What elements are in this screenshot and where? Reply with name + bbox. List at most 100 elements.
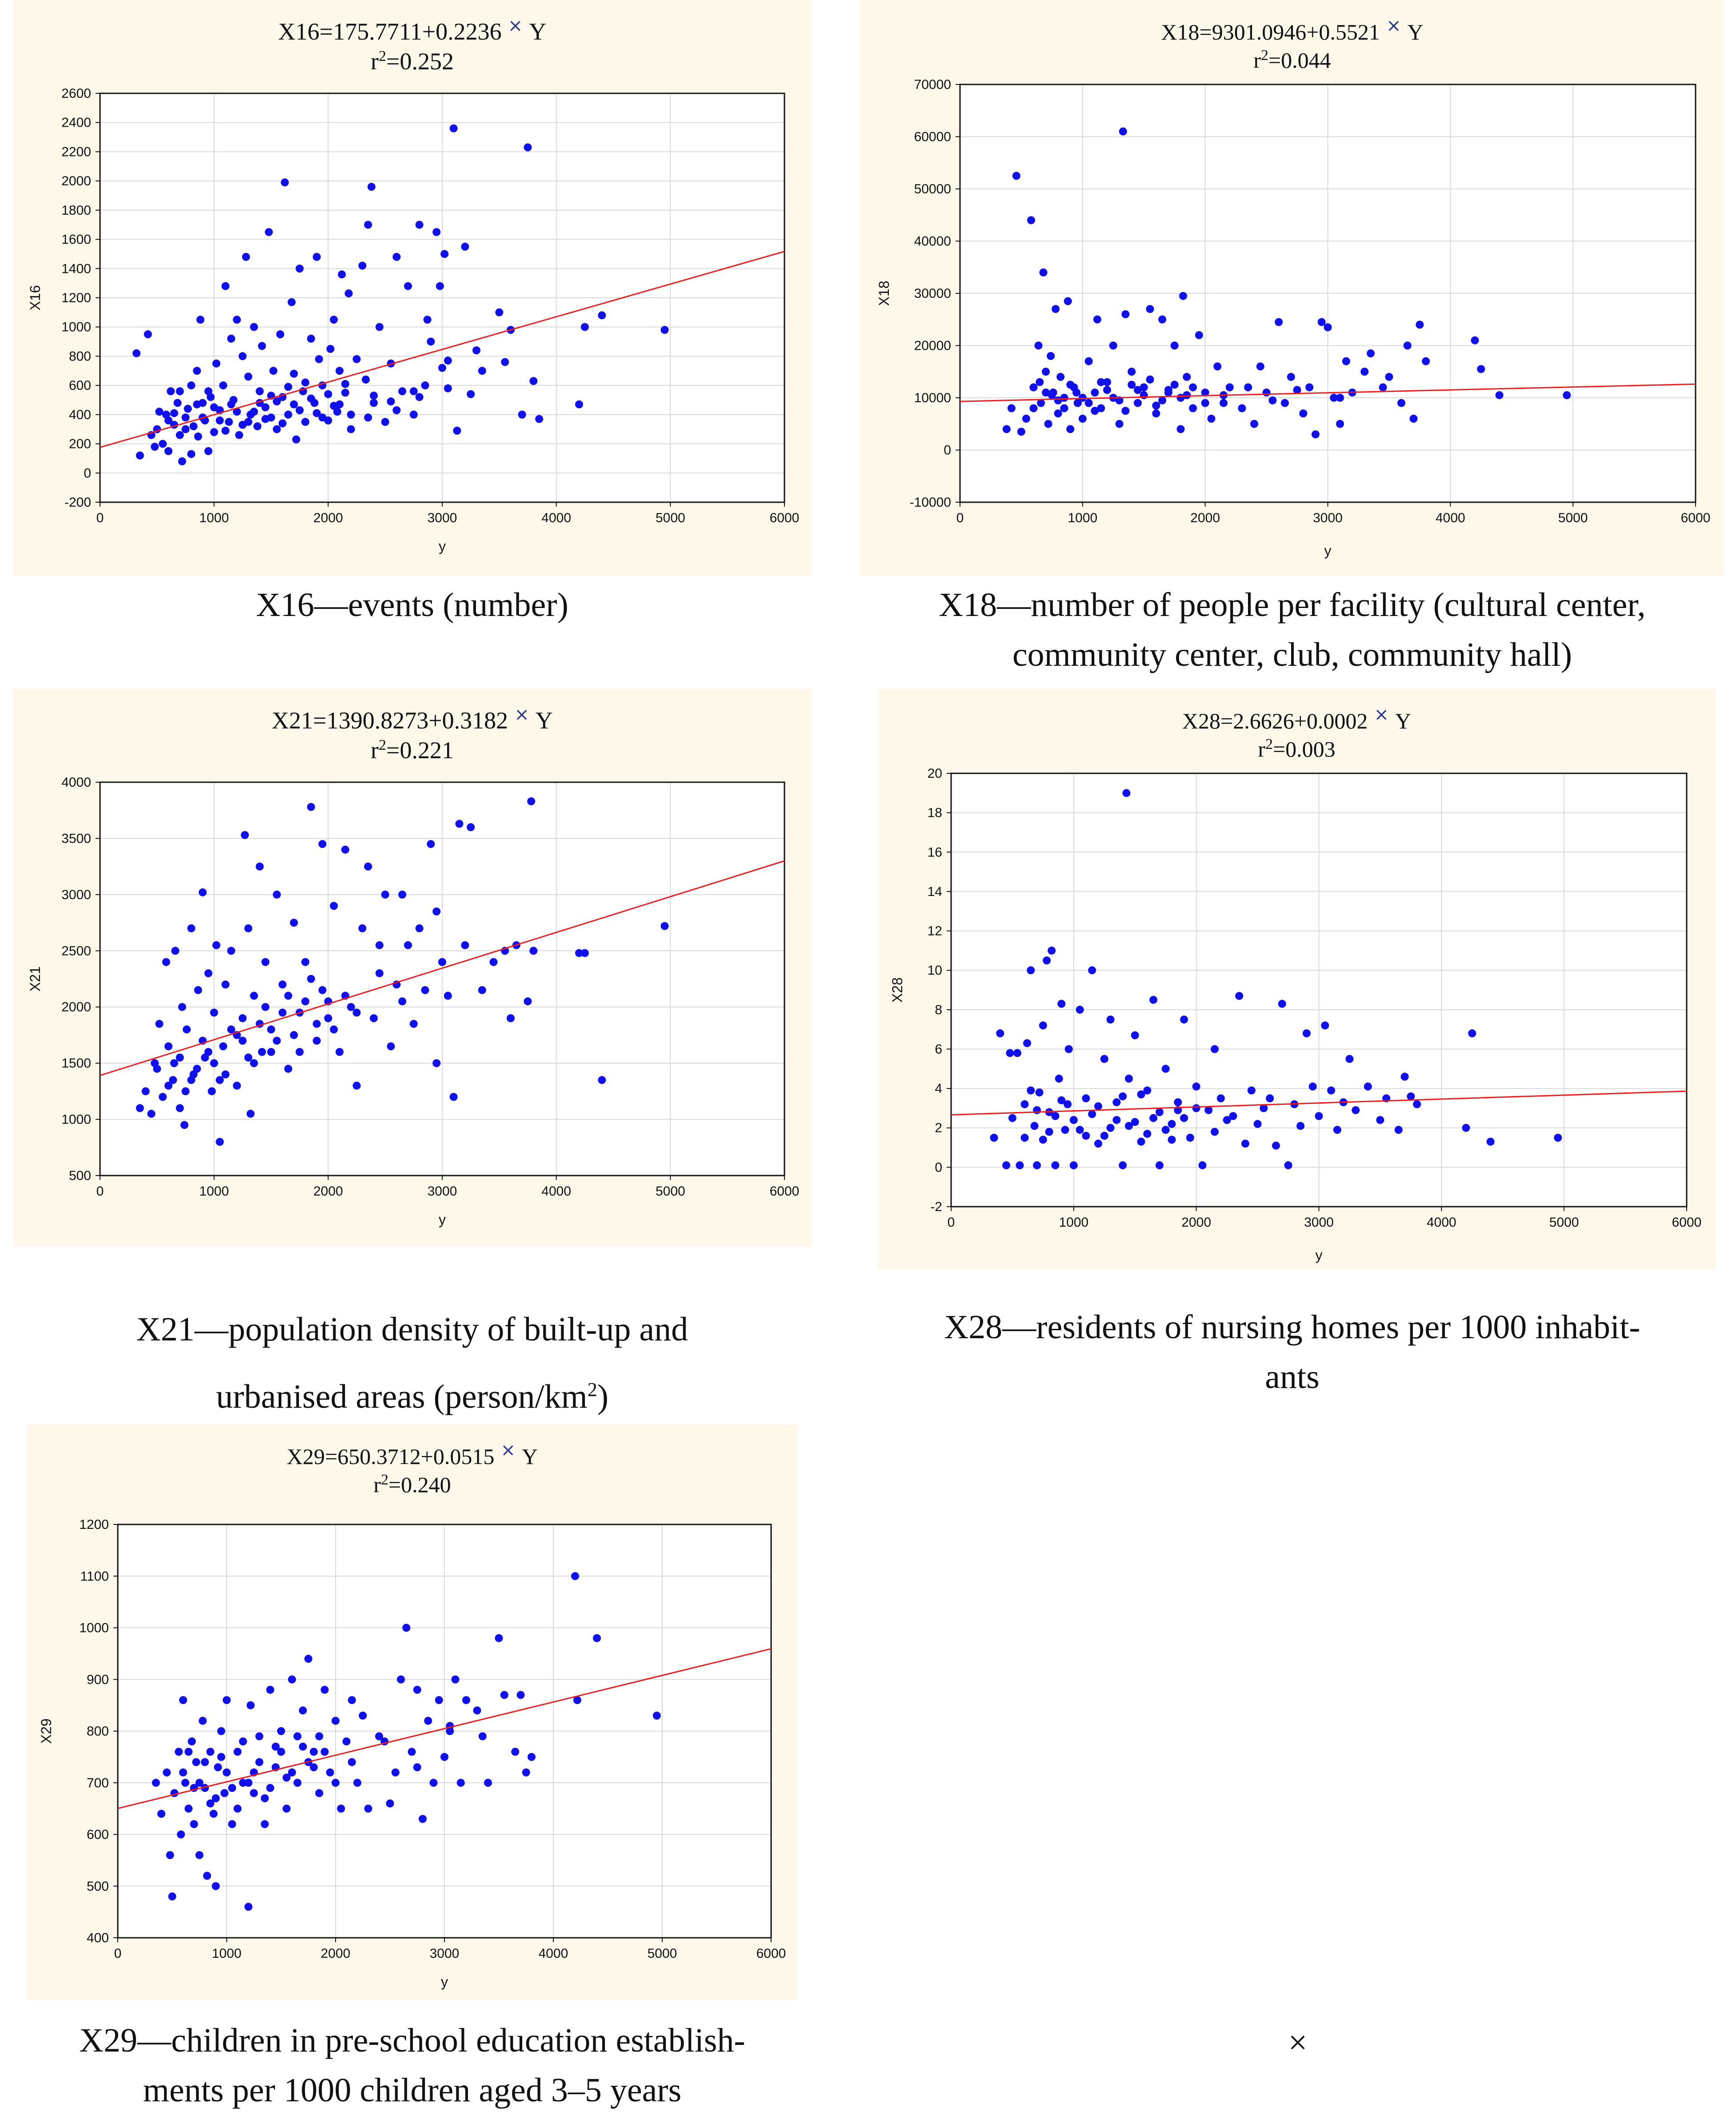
data-point — [1299, 409, 1308, 418]
data-point — [296, 406, 304, 414]
data-point — [1045, 1128, 1053, 1136]
y-tick-label: 50000 — [914, 182, 951, 196]
y-tick-label: 600 — [69, 378, 91, 393]
data-point — [244, 1053, 252, 1062]
data-point — [1400, 1072, 1409, 1081]
data-point — [239, 1737, 247, 1746]
y-axis-label: X29 — [38, 1719, 54, 1744]
data-point — [1158, 396, 1167, 404]
data-point — [1002, 1161, 1011, 1169]
data-point — [1119, 1161, 1127, 1169]
data-point — [332, 1716, 340, 1725]
data-point — [1103, 378, 1111, 386]
data-point — [1060, 404, 1068, 412]
data-point — [310, 1748, 318, 1756]
data-point — [272, 1742, 280, 1751]
data-point — [415, 393, 424, 401]
data-point — [1030, 1122, 1039, 1130]
data-point — [1051, 1112, 1060, 1120]
data-point — [1112, 1098, 1121, 1107]
y-tick-label: 500 — [69, 1168, 91, 1183]
y-axis-label: X16 — [27, 285, 43, 311]
data-point — [264, 228, 273, 236]
x-tick-label: 0 — [96, 511, 104, 525]
y-tick-label: -200 — [64, 495, 91, 510]
data-point — [1042, 368, 1050, 376]
data-point — [233, 1804, 242, 1813]
data-point — [467, 390, 475, 398]
data-point — [1554, 1133, 1562, 1142]
data-point — [184, 404, 192, 413]
data-point — [1149, 1114, 1158, 1122]
data-point — [1471, 336, 1479, 344]
data-point — [1106, 1124, 1115, 1132]
data-point — [358, 924, 367, 932]
data-point — [342, 1737, 351, 1746]
data-point — [1192, 1104, 1200, 1112]
data-point — [1033, 1161, 1041, 1169]
data-point — [1122, 789, 1131, 797]
chart-panel-x18: X18=9301.0946+0.5521 × Y r2=0.044 0 1000 200… — [860, 0, 1724, 576]
y-tick-label: 30000 — [914, 286, 951, 301]
data-point — [296, 264, 304, 273]
data-point — [402, 1624, 411, 1632]
data-point — [261, 415, 270, 423]
data-point — [1364, 1082, 1372, 1091]
data-point — [1078, 415, 1087, 423]
y-tick-label: 700 — [87, 1776, 109, 1790]
data-point — [170, 409, 178, 417]
data-point — [456, 1779, 465, 1787]
data-point — [1152, 409, 1160, 418]
data-point — [214, 1763, 222, 1772]
data-point — [320, 1686, 329, 1694]
data-point — [1563, 391, 1571, 400]
data-point — [413, 1686, 421, 1694]
x-tick-label: 1000 — [199, 1184, 229, 1199]
data-point — [196, 316, 204, 324]
data-point — [438, 364, 446, 372]
x-tick-label: 5000 — [656, 511, 685, 525]
data-point — [244, 1779, 252, 1787]
data-point — [178, 1003, 186, 1011]
data-layer — [100, 797, 784, 1146]
data-point — [429, 1779, 438, 1787]
data-point — [1336, 420, 1344, 428]
scatter-plot-x29: 0 1000 2000 3000 4000 5000 6000 400 500 600 700 800… — [38, 1517, 786, 1990]
data-point — [1170, 341, 1179, 350]
data-point — [358, 261, 367, 270]
data-point — [255, 1758, 264, 1766]
caption-x21: X21—population density of built-up and u… — [136, 1311, 688, 1416]
data-point — [1039, 268, 1048, 276]
data-point — [1260, 1104, 1268, 1112]
data-point — [580, 949, 589, 957]
data-point — [187, 381, 196, 390]
y-tick-label: 8 — [935, 1003, 942, 1017]
data-point — [1207, 415, 1216, 423]
data-point — [1229, 1112, 1237, 1120]
data-point — [364, 220, 372, 229]
x-tick-label: 4000 — [539, 1946, 568, 1961]
data-point — [164, 447, 172, 455]
data-point — [233, 408, 241, 416]
data-point — [238, 1014, 247, 1022]
data-point — [1128, 368, 1136, 376]
data-point — [398, 997, 407, 1006]
data-point — [472, 346, 480, 355]
data-point — [155, 1020, 164, 1028]
data-point — [307, 975, 315, 983]
x-tick-label: 6000 — [770, 511, 800, 525]
data-point — [201, 1758, 209, 1766]
x-tick-label: 6000 — [1672, 1215, 1702, 1230]
data-point — [1088, 1110, 1096, 1118]
data-point — [1293, 386, 1301, 394]
y-tick-label: 1200 — [79, 1517, 109, 1532]
data-point — [467, 823, 475, 832]
x-tick-label: 2000 — [313, 511, 343, 525]
data-point — [1152, 401, 1160, 410]
scatter-plot-x28: 0 1000 2000 3000 4000 5000 6000 -2 0 2 4 6 8 10 12 14 16… — [889, 766, 1702, 1263]
data-point — [1043, 956, 1051, 965]
data-point — [1091, 407, 1099, 415]
data-point — [278, 980, 287, 989]
data-point — [209, 1810, 218, 1818]
data-point — [244, 372, 252, 381]
